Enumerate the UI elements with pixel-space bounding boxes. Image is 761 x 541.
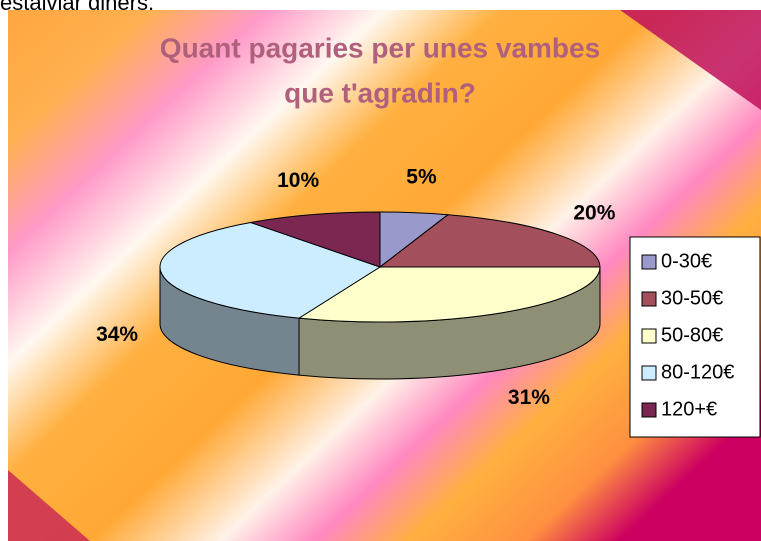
legend-label: 50-80€ [661,324,723,346]
data-label: 31% [508,386,550,409]
slice [297,266,601,323]
legend-label: 30-50€ [661,287,723,309]
legend-label: 80-120€ [661,361,734,383]
legend-label: 120+€ [661,398,717,420]
legend-swatch [641,328,657,344]
corner-stripe [8,370,90,541]
data-label: 10% [277,169,319,192]
slice [378,214,601,268]
corner-stripe [620,10,761,110]
legend-swatch [641,254,657,270]
slice [159,221,382,319]
chart-title: que t'agradin? [284,77,476,108]
data-label: 20% [573,202,615,225]
slice [248,211,381,268]
legend-swatch [641,365,657,381]
legend-swatch [641,402,657,418]
legend-items: 0-30€ 30-50€ 50-80€ 80-120€ 120+€ [641,250,734,420]
legend-label: 0-30€ [661,250,712,272]
data-label: 5% [406,166,437,189]
data-label: 34% [96,323,138,346]
legend-swatch [641,291,657,307]
chart-title: Quant pagaries per unes vambes [160,32,600,63]
pie: 5% 20% 31% 34% 10% [96,166,616,409]
